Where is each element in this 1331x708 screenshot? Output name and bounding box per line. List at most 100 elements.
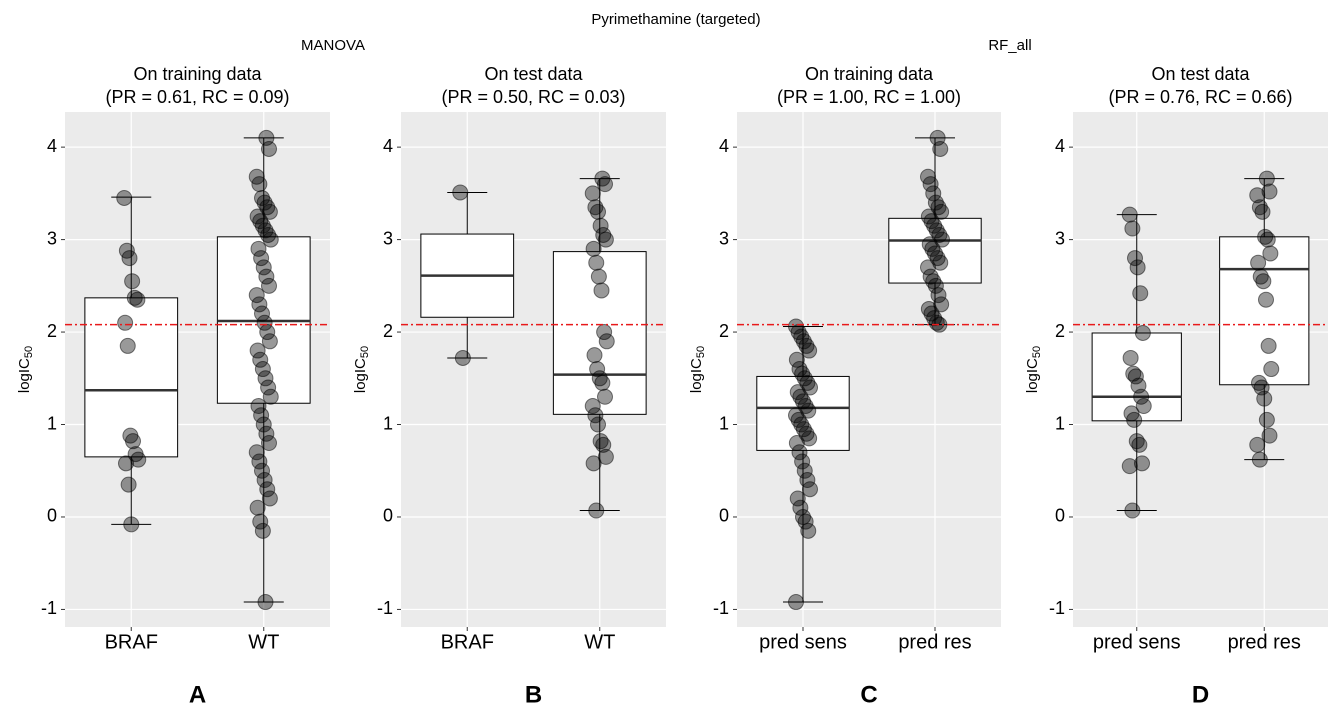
data-point <box>796 462 813 479</box>
data-point <box>797 398 814 415</box>
y-axis-label-sub: 50 <box>695 346 707 358</box>
data-point <box>249 499 266 516</box>
x-tick-label: pred sens <box>1093 631 1181 653</box>
data-point <box>585 455 602 472</box>
data-point <box>251 296 268 313</box>
figure-title: Pyrimethamine (targeted) <box>591 11 760 28</box>
data-point <box>788 594 804 611</box>
data-point <box>1124 502 1141 519</box>
data-point <box>587 407 604 424</box>
data-point <box>254 462 270 479</box>
y-tick-label: 3 <box>719 228 729 248</box>
data-point <box>922 176 939 193</box>
data-point <box>254 217 271 234</box>
data-point <box>259 324 276 341</box>
data-point <box>586 347 603 364</box>
data-point <box>256 194 273 211</box>
data-point <box>120 476 137 493</box>
y-tick-label: 2 <box>719 321 729 341</box>
data-point <box>587 199 604 216</box>
y-tick-label: 0 <box>1055 506 1065 526</box>
y-axis-label-main: logIC <box>352 358 369 393</box>
data-point <box>597 231 614 248</box>
data-point <box>252 513 269 530</box>
data-point <box>253 407 270 424</box>
data-point <box>256 471 273 488</box>
data-point <box>590 416 606 433</box>
data-point <box>596 324 613 341</box>
panel-title: On training data <box>133 64 262 84</box>
data-point <box>928 314 945 331</box>
y-tick-label: 0 <box>47 506 57 526</box>
data-point <box>798 425 815 442</box>
y-tick-label: 1 <box>47 413 57 433</box>
data-point <box>252 351 269 368</box>
panel-title: On test data <box>1151 64 1250 84</box>
data-point <box>1134 324 1151 341</box>
data-point <box>792 388 809 405</box>
data-point <box>933 203 950 220</box>
y-axis-label: logIC50 <box>16 346 35 393</box>
data-point <box>1127 250 1143 267</box>
data-point <box>799 374 816 391</box>
y-axis-label-main: logIC <box>688 358 705 393</box>
data-point <box>928 222 945 239</box>
box <box>1219 236 1310 386</box>
data-point <box>796 370 813 387</box>
data-point <box>927 277 944 294</box>
data-point <box>934 231 950 248</box>
x-tick-label: BRAF <box>441 631 494 653</box>
data-point <box>920 300 937 317</box>
y-tick-label: 1 <box>1055 413 1065 433</box>
data-point <box>792 499 809 516</box>
data-point <box>920 208 937 225</box>
data-point <box>1127 368 1144 385</box>
y-tick-label: 3 <box>1055 228 1065 248</box>
data-point <box>1250 254 1267 271</box>
panel-title: On training data <box>805 64 934 84</box>
data-point <box>590 268 607 285</box>
data-point <box>249 208 266 225</box>
data-point <box>793 416 810 433</box>
panel-letter: A <box>189 681 206 708</box>
data-point <box>1252 268 1269 285</box>
data-point <box>924 240 941 257</box>
data-point <box>253 250 270 267</box>
data-point <box>788 435 805 452</box>
data-point <box>124 273 141 290</box>
data-point <box>931 226 948 243</box>
data-point <box>595 436 612 453</box>
x-tick-label: WT <box>248 631 279 653</box>
data-point <box>259 481 276 498</box>
data-point <box>797 513 814 530</box>
panel-letter: D <box>1192 681 1209 708</box>
data-point <box>256 314 273 331</box>
data-point <box>1126 411 1143 428</box>
data-point <box>788 351 805 368</box>
data-point <box>795 393 811 410</box>
data-point <box>258 268 275 285</box>
y-tick-label: 1 <box>383 413 393 433</box>
y-axis-label-sub: 50 <box>359 346 371 358</box>
data-point <box>791 444 808 461</box>
data-point <box>1122 349 1139 366</box>
data-point <box>923 213 940 230</box>
data-point <box>598 333 615 350</box>
data-point <box>794 453 811 470</box>
data-point <box>248 287 265 304</box>
data-point <box>932 140 949 157</box>
data-point <box>255 416 272 433</box>
data-point <box>933 296 950 313</box>
data-point <box>930 199 947 216</box>
data-point <box>1261 427 1278 444</box>
data-point <box>130 451 147 468</box>
y-tick-label: 4 <box>47 136 57 156</box>
y-tick-label: 2 <box>383 321 393 341</box>
data-point <box>252 213 269 230</box>
data-point <box>123 516 140 533</box>
data-point <box>1251 199 1268 216</box>
data-point <box>262 388 279 405</box>
data-point <box>595 226 612 243</box>
y-axis-label-sub: 50 <box>23 346 35 358</box>
